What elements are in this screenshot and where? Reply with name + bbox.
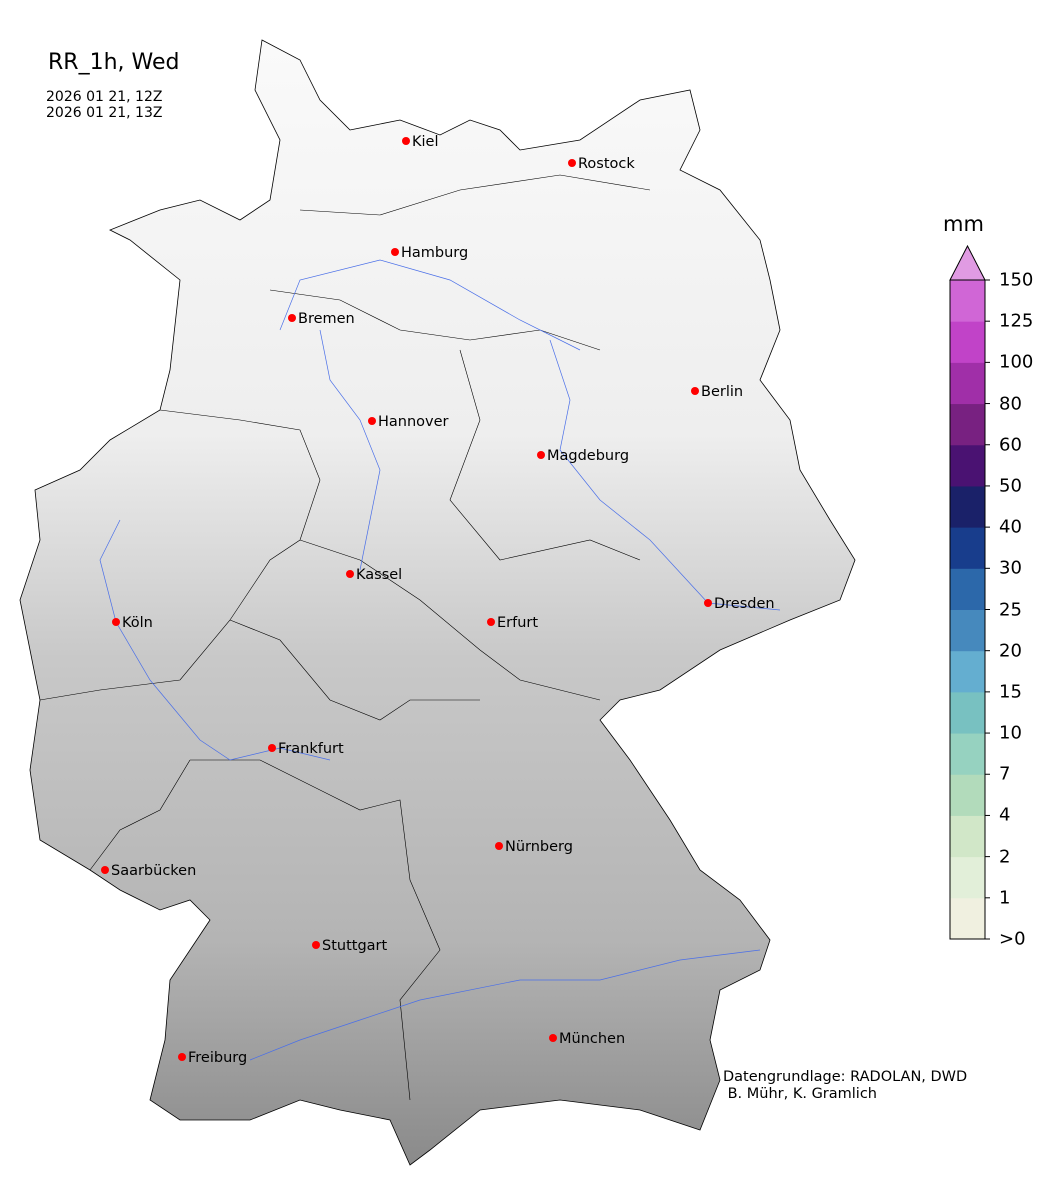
colorbar-segment [950, 485, 985, 528]
city-label: Erfurt [497, 615, 538, 631]
city-kiel: Kiel [402, 134, 439, 150]
colorbar-tick-label: 4 [999, 804, 1011, 826]
city-magdeburg: Magdeburg [537, 448, 629, 464]
colorbar-segment [950, 403, 985, 446]
city-marker [346, 570, 354, 578]
city-marker [178, 1053, 186, 1061]
colorbar-tick-label: 80 [999, 393, 1022, 415]
colorbar-tick-label: 50 [999, 475, 1022, 497]
city-marker [537, 451, 545, 459]
city-bremen: Bremen [288, 311, 355, 327]
colorbar-tick-label: 15 [999, 681, 1022, 703]
city-marker [368, 417, 376, 425]
colorbar-tick-label: 60 [999, 434, 1022, 456]
city-label: Rostock [578, 156, 635, 172]
colorbar-segment [950, 691, 985, 734]
valid-time-start: 2026 01 21, 12Z [46, 89, 163, 105]
colorbar-unit: mm [943, 212, 984, 236]
city-label: Stuttgart [322, 938, 388, 954]
colorbar-segment [950, 856, 985, 899]
city-label: Hannover [378, 414, 449, 430]
city-label: Kiel [412, 134, 439, 150]
colorbar-tick-label: 150 [999, 269, 1034, 291]
valid-time-end: 2026 01 21, 13Z [46, 105, 163, 121]
city-label: München [559, 1031, 625, 1047]
city-marker [312, 941, 320, 949]
city-marker [288, 314, 296, 322]
colorbar-segment [950, 362, 985, 405]
colorbar-extend-arrow [949, 244, 986, 281]
colorbar-segment [950, 280, 985, 322]
colorbar-tick-label: >0 [999, 928, 1026, 950]
city-label: Saarbücken [111, 863, 196, 879]
city-marker [568, 159, 576, 167]
credit-source: Datengrundlage: RADOLAN, DWD [723, 1069, 968, 1085]
colorbar-tick-label: 25 [999, 599, 1022, 620]
colorbar-segment [950, 733, 985, 775]
colorbar-tick-label: 20 [999, 640, 1022, 662]
city-marker [704, 599, 712, 607]
city-marker [268, 744, 276, 752]
city-kassel: Kassel [346, 567, 402, 583]
colorbar-tick-label: 40 [999, 516, 1022, 538]
city-label: Frankfurt [278, 741, 344, 757]
map-title: RR_1h, Wed [48, 50, 180, 75]
city-marker [402, 137, 410, 145]
city-label: Berlin [701, 384, 743, 400]
city-hamburg: Hamburg [391, 245, 468, 261]
city-label: Magdeburg [547, 448, 629, 464]
city-köln: Köln [112, 615, 153, 631]
colorbar-segment [950, 321, 985, 363]
city-stuttgart: Stuttgart [312, 938, 388, 954]
city-label: Hamburg [401, 245, 468, 261]
colorbar-tick-label: 100 [999, 351, 1034, 373]
city-label: Bremen [298, 311, 355, 327]
credit-authors: B. Mühr, K. Gramlich [723, 1086, 877, 1102]
city-münchen: München [549, 1031, 625, 1047]
colorbar-segment [950, 650, 985, 693]
colorbar-segment [950, 444, 985, 487]
colorbar-segment [950, 568, 985, 610]
germany-outline [19, 39, 856, 1166]
colorbar-segment [950, 897, 985, 940]
city-label: Köln [122, 615, 153, 631]
colorbar-tick-label: 10 [999, 722, 1022, 744]
colorbar-tick-label: 7 [999, 763, 1011, 785]
city-erfurt: Erfurt [487, 615, 538, 631]
city-label: Dresden [714, 596, 775, 612]
city-marker [691, 387, 699, 395]
city-saarbücken: Saarbücken [101, 863, 196, 879]
colorbar-tick-label: 1 [999, 887, 1011, 909]
colorbar-segment [950, 527, 985, 569]
city-marker [391, 248, 399, 256]
colorbar-tick-label: 30 [999, 557, 1022, 579]
city-hannover: Hannover [368, 414, 449, 430]
city-freiburg: Freiburg [178, 1050, 247, 1066]
colorbar-tick-label: 2 [999, 846, 1011, 868]
city-frankfurt: Frankfurt [268, 741, 344, 757]
city-rostock: Rostock [568, 156, 635, 172]
city-nürnberg: Nürnberg [495, 839, 573, 855]
city-berlin: Berlin [691, 384, 743, 400]
city-label: Nürnberg [505, 839, 573, 855]
city-label: Freiburg [188, 1050, 247, 1066]
colorbar-segment [950, 774, 985, 816]
city-marker [101, 866, 109, 874]
city-marker [495, 842, 503, 850]
city-marker [549, 1034, 557, 1042]
city-marker [487, 618, 495, 626]
state-borders [39, 174, 651, 1101]
city-dresden: Dresden [704, 596, 775, 612]
colorbar-segment [950, 609, 985, 652]
colorbar-tick-label: 125 [999, 310, 1034, 332]
city-label: Kassel [356, 567, 402, 583]
city-marker [112, 618, 120, 626]
colorbar-segment [950, 815, 985, 858]
